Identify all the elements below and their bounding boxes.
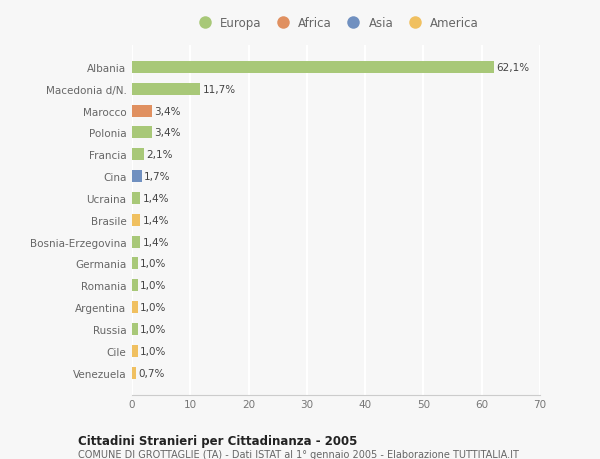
- Bar: [132, 302, 138, 313]
- Bar: [132, 236, 140, 248]
- Text: COMUNE DI GROTTAGLIE (TA) - Dati ISTAT al 1° gennaio 2005 - Elaborazione TUTTITA: COMUNE DI GROTTAGLIE (TA) - Dati ISTAT a…: [78, 449, 519, 459]
- Text: 62,1%: 62,1%: [496, 63, 529, 73]
- Legend: Europa, Africa, Asia, America: Europa, Africa, Asia, America: [193, 17, 479, 30]
- Text: Cittadini Stranieri per Cittadinanza - 2005: Cittadini Stranieri per Cittadinanza - 2…: [78, 434, 358, 447]
- Bar: [132, 323, 138, 335]
- Bar: [132, 367, 136, 379]
- Text: 2,1%: 2,1%: [146, 150, 173, 160]
- Bar: [132, 106, 152, 118]
- Text: 1,4%: 1,4%: [142, 194, 169, 203]
- Text: 1,0%: 1,0%: [140, 281, 167, 291]
- Text: 0,7%: 0,7%: [139, 368, 165, 378]
- Text: 3,4%: 3,4%: [154, 106, 181, 116]
- Text: 3,4%: 3,4%: [154, 128, 181, 138]
- Text: 1,4%: 1,4%: [142, 237, 169, 247]
- Bar: [132, 214, 140, 226]
- Text: 1,7%: 1,7%: [144, 172, 171, 182]
- Bar: [132, 84, 200, 95]
- Text: 1,0%: 1,0%: [140, 346, 167, 356]
- Bar: [132, 192, 140, 205]
- Bar: [132, 345, 138, 357]
- Bar: [132, 62, 494, 74]
- Bar: [132, 127, 152, 139]
- Bar: [132, 149, 144, 161]
- Bar: [132, 280, 138, 292]
- Text: 1,0%: 1,0%: [140, 325, 167, 334]
- Text: 1,0%: 1,0%: [140, 259, 167, 269]
- Text: 1,0%: 1,0%: [140, 302, 167, 313]
- Text: 11,7%: 11,7%: [203, 84, 236, 95]
- Bar: [132, 171, 142, 183]
- Bar: [132, 258, 138, 270]
- Text: 1,4%: 1,4%: [142, 215, 169, 225]
